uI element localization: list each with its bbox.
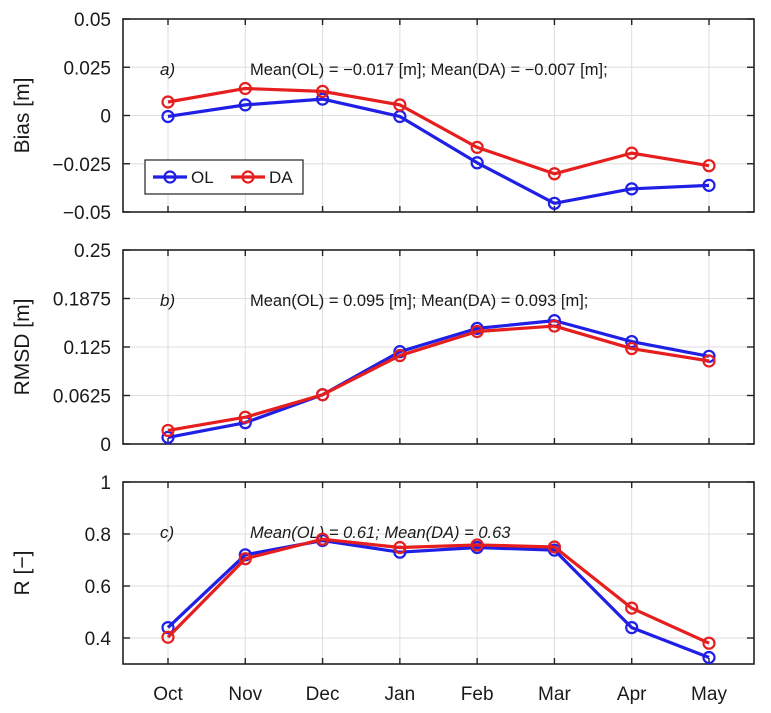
panel-label: a)	[160, 60, 175, 79]
mean-annotation: Mean(OL) = −0.017 [m]; Mean(DA) = −0.007…	[250, 61, 608, 79]
axes-box	[122, 481, 755, 665]
xtick-label: Feb	[461, 684, 494, 705]
data-point-da	[547, 319, 562, 333]
data-point-da	[625, 601, 639, 615]
data-point-da	[470, 324, 484, 339]
ytick-label: 0.4	[85, 629, 112, 650]
data-point-da	[702, 354, 716, 368]
panel-b: 0.25 0.1875 0.125 0.0625 0 RMSD [m] b) Mean(OL)…	[11, 241, 755, 456]
ytick-label: 0.25	[74, 241, 111, 262]
data-point-ol	[161, 620, 175, 635]
data-point-da	[547, 540, 562, 554]
xtick-label: Apr	[617, 684, 647, 705]
data-point-ol	[315, 92, 330, 106]
xtick-label: Dec	[306, 684, 340, 705]
y-axis-label: RMSD [m]	[11, 299, 34, 396]
panel-label: c)	[160, 523, 174, 542]
ytick-label: 1	[100, 473, 111, 494]
xtick-label: Oct	[153, 684, 183, 705]
panel-a: 0.05 0.025 0 −0.025 −0.05 Bias [m] a) Mean(OL) …	[11, 10, 755, 224]
data-point-ol	[470, 156, 484, 170]
data-point-da	[315, 388, 330, 402]
data-point-da	[161, 423, 175, 438]
series-line-ol	[166, 538, 710, 659]
series-line-da	[166, 537, 710, 645]
legend-label-ol: OL	[191, 168, 214, 187]
data-point-da	[702, 159, 716, 173]
ytick-label: 0.8	[85, 525, 111, 546]
legend-marker-da	[241, 170, 255, 184]
ytick-label: 0.125	[63, 338, 111, 359]
data-point-da	[702, 636, 716, 650]
legend-marker-ol	[163, 170, 177, 184]
data-point-ol	[161, 430, 175, 445]
series-line-da	[167, 86, 710, 176]
ytick-label: −0.05	[63, 203, 111, 224]
ytick-label: 0.05	[74, 10, 111, 31]
ytick-label: 0.1875	[53, 290, 111, 311]
data-point-ol	[625, 182, 639, 196]
legend-label-da: DA	[269, 168, 293, 187]
data-point-ol	[625, 620, 639, 635]
data-point-da	[625, 146, 639, 160]
ytick-label: 0	[100, 107, 111, 128]
series-line-ol	[167, 319, 710, 439]
xtick-label: Mar	[538, 684, 571, 705]
xtick-label: May	[691, 684, 727, 705]
xtick-label: Nov	[228, 684, 262, 705]
data-point-ol	[702, 650, 716, 665]
series-line-ol	[167, 97, 710, 205]
ytick-label: 0.6	[85, 577, 111, 598]
data-point-da	[470, 538, 484, 552]
data-point-da	[315, 84, 330, 98]
data-point-ol	[238, 98, 252, 112]
data-point-da	[238, 81, 252, 96]
ytick-label: 0.0625	[53, 387, 111, 408]
data-point-da	[238, 552, 252, 566]
ytick-label: 0.025	[63, 58, 111, 79]
data-point-da	[547, 167, 562, 181]
ytick-label: 0	[100, 435, 111, 456]
y-axis-label: R [−]	[11, 551, 34, 596]
data-point-ol	[702, 178, 716, 192]
data-point-da	[315, 532, 330, 546]
data-point-da	[393, 348, 407, 363]
data-point-ol	[547, 196, 562, 210]
panel-label: b)	[160, 291, 175, 310]
data-point-da	[625, 341, 639, 356]
data-point-ol	[161, 109, 175, 124]
data-point-da	[393, 98, 407, 112]
y-axis-label: Bias [m]	[11, 78, 34, 154]
data-point-da	[161, 630, 175, 644]
data-point-da	[393, 540, 407, 555]
mean-annotation: Mean(OL) = 0.61; Mean(DA) = 0.63	[250, 524, 511, 542]
data-point-da	[161, 95, 175, 109]
data-point-ol	[702, 349, 716, 363]
panel-c: 1 0.8 0.6 0.4 R [−] c) Mean(OL) = 0.61; Mean(D…	[11, 473, 755, 665]
mean-annotation: Mean(OL) = 0.095 [m]; Mean(DA) = 0.093 […	[250, 292, 588, 310]
ytick-label: −0.025	[52, 155, 111, 176]
data-point-da	[238, 410, 252, 424]
legend: OL DA	[144, 159, 304, 195]
xtick-label: Jan	[385, 684, 416, 705]
series-line-da	[167, 324, 710, 432]
data-point-da	[470, 140, 484, 154]
